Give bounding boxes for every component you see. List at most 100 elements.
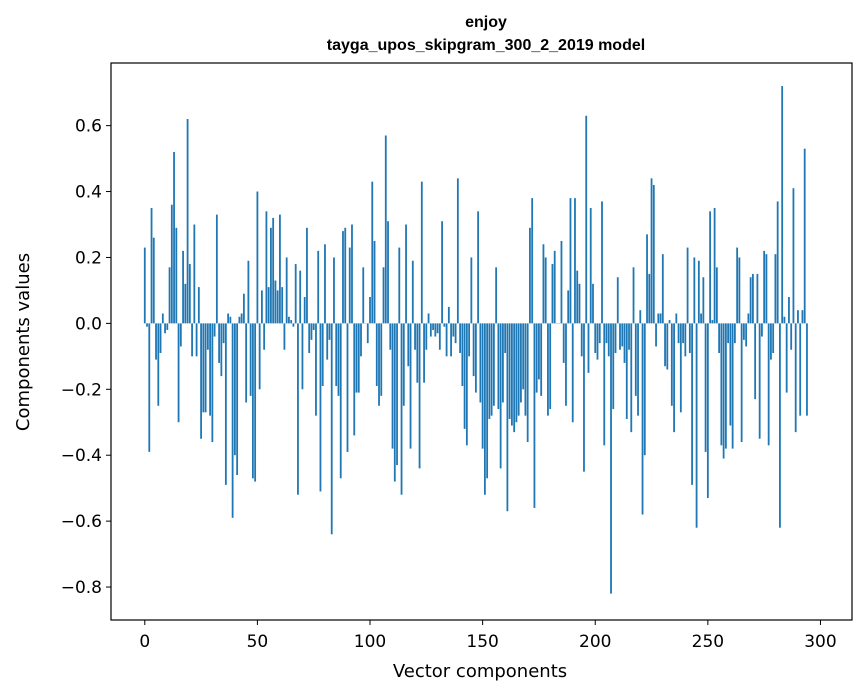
bar [623,323,626,363]
bar [224,323,227,485]
bar [765,254,768,324]
bar [483,323,486,495]
bar [664,323,666,367]
bar [247,260,250,324]
bar [583,323,585,472]
bar [416,323,419,383]
bar [236,323,239,475]
bar [319,323,322,492]
bar [299,270,302,324]
bar [213,323,216,337]
bar [418,323,421,469]
bar [177,323,180,423]
bar [242,293,245,324]
bar [632,267,635,324]
bar [195,323,198,357]
bar [380,323,383,396]
bar [369,297,371,324]
bar [409,323,412,449]
bar [772,323,775,354]
bar [551,264,554,324]
bar [718,323,721,354]
bar [506,323,509,512]
bar [157,323,160,406]
bar [569,198,572,324]
bar [312,323,315,330]
bar [688,323,691,354]
bar [391,323,394,449]
bar [373,240,376,324]
bar [783,316,786,324]
bar [152,237,155,324]
bar [758,323,761,439]
bar [371,181,374,324]
bar [511,323,513,426]
bar [697,260,700,324]
bar [344,227,347,324]
bar [675,313,678,324]
bar [238,316,241,324]
bar [197,287,200,324]
bar [616,277,619,324]
y-tick-label: 0.2 [75,248,102,268]
bar [261,290,263,324]
bar [729,323,732,426]
bar [502,323,504,403]
bar [220,323,223,377]
bar [342,231,344,324]
bar [161,313,164,324]
bar [659,313,662,324]
bar [306,227,308,324]
bar [276,290,279,324]
bar [450,323,452,357]
bar [517,323,520,416]
bar [594,323,597,354]
bar [193,224,196,324]
bar [637,323,639,416]
bar [639,310,642,324]
bar [461,323,464,386]
chart-title: enjoy [465,14,507,31]
bar [321,323,324,386]
bar [405,224,407,324]
bar [362,267,365,324]
x-tick-label: 250 [692,632,724,652]
bar [249,323,252,396]
bar [549,323,552,410]
bar [281,287,284,324]
bar [168,267,171,324]
bar [724,323,727,449]
bar [326,323,329,360]
bar [407,323,410,367]
bar [303,297,306,324]
bar [540,323,543,396]
bar [215,214,218,324]
bar [702,277,705,324]
bar [704,323,707,452]
bar [542,244,545,324]
bar [711,320,714,324]
bar [270,227,272,324]
bar [393,323,396,482]
bar [429,323,432,337]
bar [646,234,648,324]
bar [497,323,500,410]
bar [479,323,482,403]
bar [801,310,804,324]
y-tick-label: −0.4 [61,446,102,466]
bar [285,257,288,324]
bar [387,221,389,324]
bar [788,297,790,324]
bar [524,323,527,416]
bar [263,323,266,350]
plot-frame [110,62,853,621]
bar [643,323,646,456]
bar [150,208,153,324]
bar [628,323,630,350]
x-tick-label: 150 [466,632,498,652]
bar [265,211,268,324]
bar [477,211,480,324]
bar [315,323,317,416]
y-tick-label: 0.6 [75,117,102,137]
bar [188,264,191,324]
